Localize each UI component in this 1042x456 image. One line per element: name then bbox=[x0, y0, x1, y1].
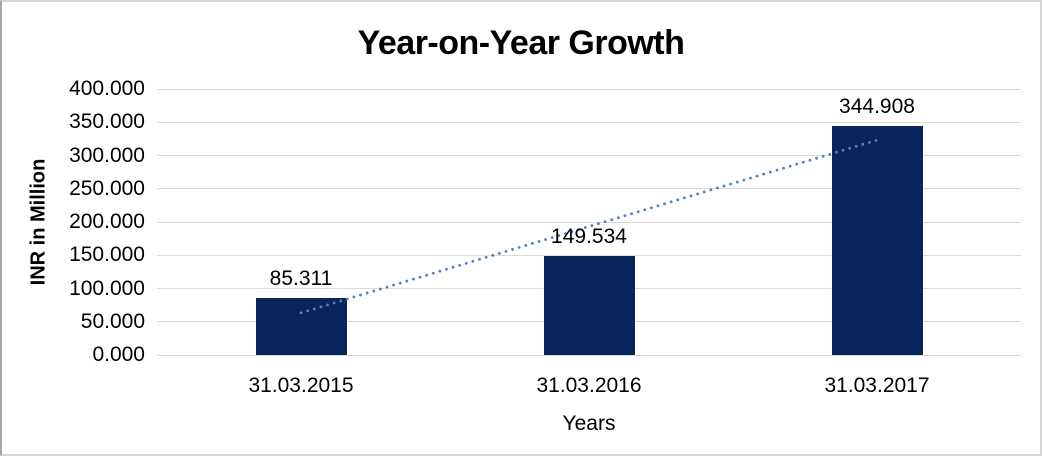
x-axis-tick-label: 31.03.2016 bbox=[536, 374, 642, 397]
bar-value-label: 344.908 bbox=[839, 94, 915, 118]
bar-31.03.2017 bbox=[831, 125, 923, 355]
bar-value-label: 85.311 bbox=[269, 267, 333, 291]
bar-value-label: 149.534 bbox=[551, 224, 627, 248]
gridline bbox=[157, 221, 1021, 223]
y-axis-tick-label: 50.000 bbox=[80, 309, 145, 333]
y-axis-tick-label: 150.000 bbox=[69, 243, 145, 267]
bar-31.03.2015 bbox=[255, 298, 347, 355]
x-axis-tick-label: 31.03.2015 bbox=[248, 374, 354, 397]
trendline-dotted bbox=[299, 138, 879, 315]
gridline bbox=[157, 254, 1021, 256]
chart-title: Year-on-Year Growth bbox=[357, 24, 685, 62]
y-axis-tick-label: 400.000 bbox=[69, 77, 145, 100]
gridline bbox=[157, 188, 1021, 190]
y-axis-tick-label: 250.000 bbox=[69, 176, 145, 200]
y-axis-tick-label: 300.000 bbox=[69, 143, 145, 167]
gridline bbox=[157, 354, 1021, 356]
y-axis-tick-label: 0.000 bbox=[92, 343, 145, 366]
x-axis-tick-label: 31.03.2017 bbox=[824, 374, 930, 397]
x-axis-title: Years bbox=[562, 412, 616, 435]
y-axis-tick-label: 200.000 bbox=[69, 210, 145, 233]
bar-31.03.2016 bbox=[543, 255, 635, 355]
gridline bbox=[157, 88, 1021, 90]
gridline bbox=[157, 155, 1021, 156]
gridline bbox=[157, 121, 1021, 123]
y-axis-tick-label: 350.000 bbox=[69, 110, 145, 134]
y-axis-tick-label: 100.000 bbox=[69, 276, 145, 300]
